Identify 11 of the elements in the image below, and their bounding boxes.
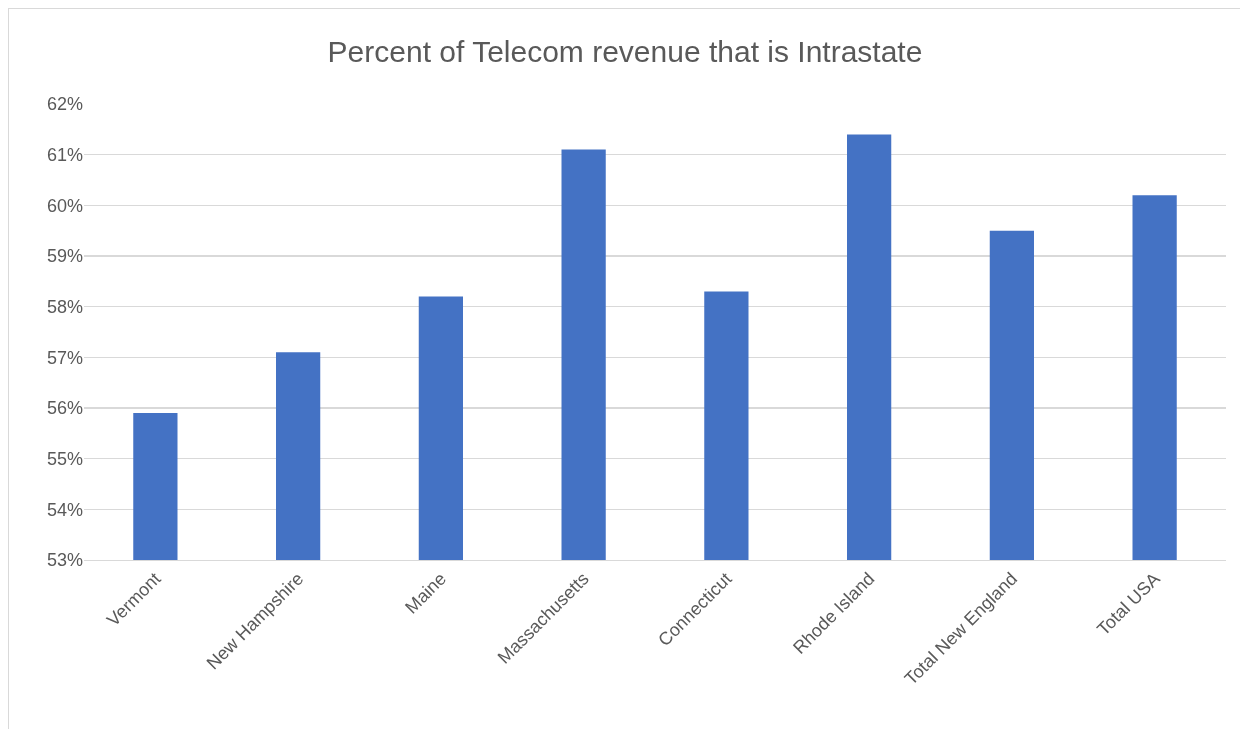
y-tick-label: 58% (46, 296, 83, 317)
y-tick-label: 55% (46, 448, 83, 469)
chart-title: Percent of Telecom revenue that is Intrastate (327, 35, 923, 69)
y-tick-label: 62% (46, 94, 83, 115)
y-tick-label: 56% (46, 398, 83, 419)
y-tick-label: 57% (46, 347, 83, 368)
y-tick-label: 54% (46, 499, 83, 520)
y-tick-label: 61% (46, 144, 83, 165)
y-tick-label: 60% (46, 195, 83, 216)
y-tick-label: 53% (46, 550, 83, 571)
y-tick-label: 59% (46, 246, 83, 267)
